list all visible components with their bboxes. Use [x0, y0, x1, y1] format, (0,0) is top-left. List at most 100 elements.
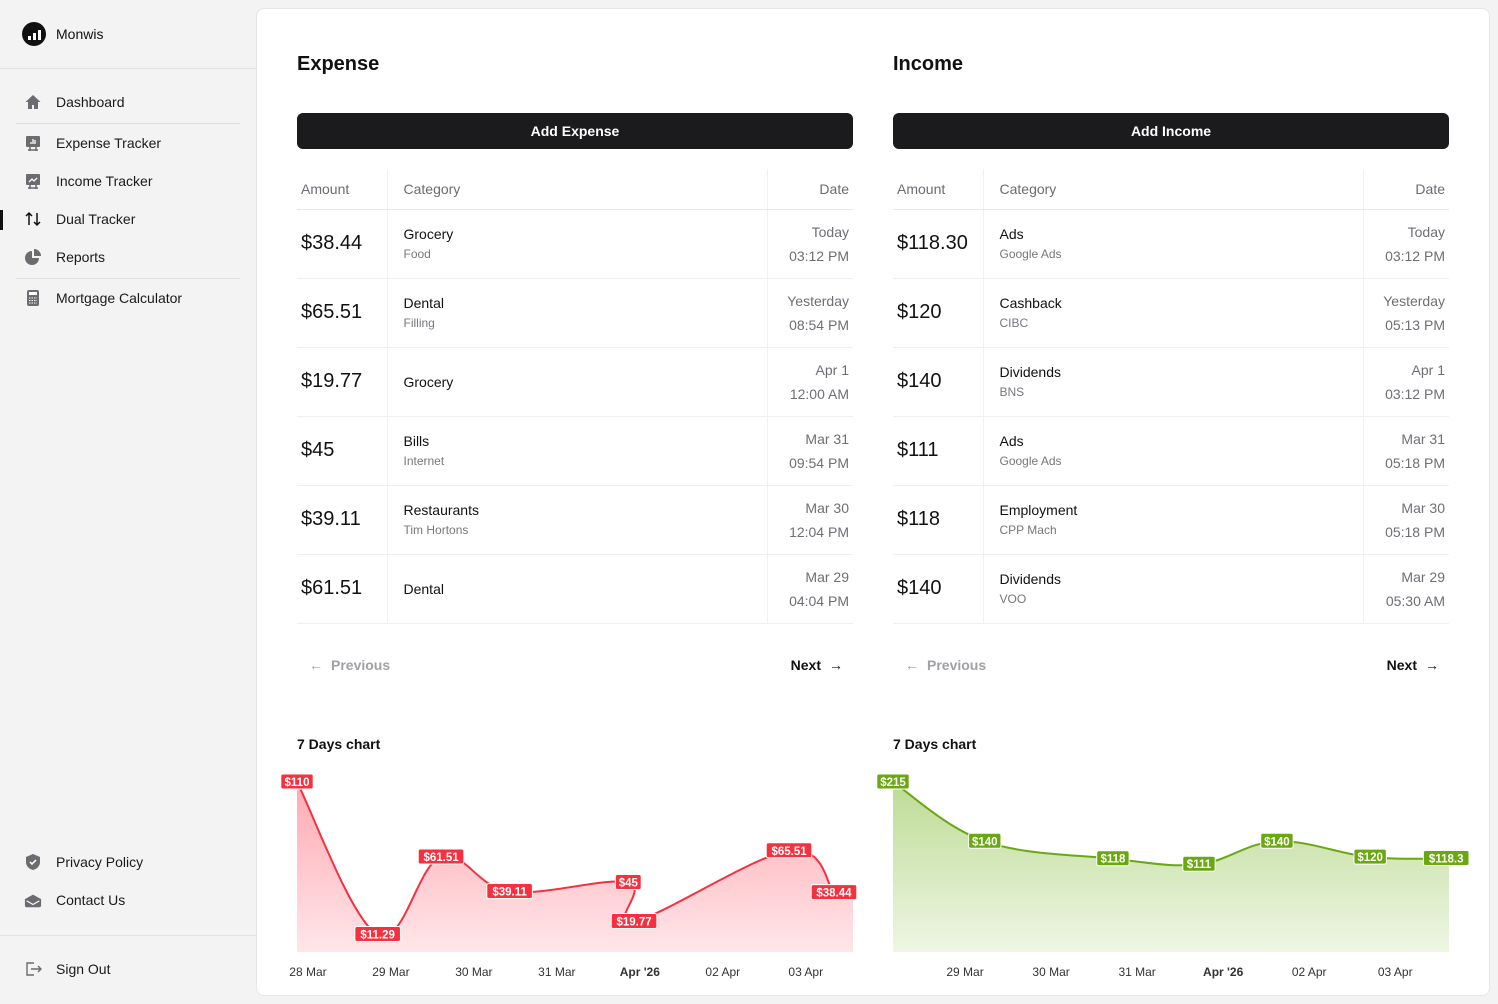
data-label: $38.44: [816, 888, 852, 900]
data-label: $215: [880, 777, 906, 789]
brand[interactable]: Monwis: [22, 22, 103, 46]
category-cell: Grocery Food: [387, 209, 768, 279]
arrows-up-down-icon: [24, 210, 42, 228]
date-cell: Mar 31 05:18 PM: [1363, 416, 1449, 486]
data-point[interactable]: $140: [968, 832, 1002, 849]
data-point[interactable]: $120: [1353, 848, 1387, 865]
arrow-right-icon: →: [1425, 657, 1439, 673]
table-row[interactable]: $118.30 Ads Google Ads Today 03:12 PM: [893, 209, 1449, 279]
chart-area: [297, 782, 853, 952]
sidebar-item-dashboard[interactable]: Dashboard: [24, 93, 125, 111]
x-tick-label: 30 Mar: [1032, 965, 1069, 979]
income-table: Amount Category Date $118.30 Ads Google A…: [893, 169, 1449, 624]
sidebar-item-label: Dual Tracker: [56, 211, 136, 227]
data-point[interactable]: $118: [1096, 850, 1130, 867]
data-point[interactable]: $61.51: [417, 848, 465, 865]
date: Mar 31: [1401, 430, 1445, 447]
sign-out-button[interactable]: Sign Out: [24, 960, 110, 978]
table-header: Amount Category Date: [297, 169, 853, 210]
table-row[interactable]: $45 Bills Internet Mar 31 09:54 PM: [297, 416, 853, 486]
category: Bills: [403, 433, 430, 449]
date: Today: [811, 223, 849, 240]
data-label: $61.51: [423, 852, 459, 864]
time: 05:13 PM: [1385, 316, 1445, 333]
table-header: Amount Category Date: [893, 169, 1449, 210]
next-button[interactable]: Next →: [1387, 657, 1439, 673]
next-button[interactable]: Next →: [791, 657, 843, 673]
date: Apr 1: [815, 361, 849, 378]
sidebar-item-mortgage-calculator[interactable]: Mortgage Calculator: [24, 289, 182, 307]
data-label: $140: [972, 836, 998, 848]
sidebar-item-dual-tracker[interactable]: Dual Tracker: [24, 210, 135, 228]
category: Grocery: [403, 226, 454, 242]
data-point[interactable]: $118.3: [1422, 849, 1470, 866]
date: Mar 30: [805, 499, 849, 516]
chart-area: [893, 782, 1449, 952]
arrow-right-icon: →: [829, 657, 843, 673]
line-chart-board-icon: [24, 172, 42, 190]
sidebar-item-expense-tracker[interactable]: Expense Tracker: [24, 134, 161, 152]
category-cell: Cashback CIBC: [983, 278, 1364, 348]
table-row[interactable]: $120 Cashback CIBC Yesterday 05:13 PM: [893, 278, 1449, 348]
sidebar-item-contact-us[interactable]: Contact Us: [24, 891, 125, 909]
category: Dividends: [999, 364, 1061, 380]
data-point[interactable]: $110: [280, 773, 314, 790]
data-point[interactable]: $45: [614, 873, 642, 890]
x-tick-label: Apr '26: [1203, 965, 1244, 979]
previous-button[interactable]: ← Previous: [905, 657, 986, 673]
category: Dental: [403, 295, 444, 311]
data-label: $39.11: [492, 887, 527, 899]
data-label-box: [968, 832, 1002, 849]
table-row[interactable]: $38.44 Grocery Food Today 03:12 PM: [297, 209, 853, 279]
category-cell: Ads Google Ads: [983, 416, 1364, 486]
date: Mar 31: [805, 430, 849, 447]
add-income-button[interactable]: Add Income: [893, 113, 1449, 149]
table-row[interactable]: $140 Dividends VOO Mar 29 05:30 AM: [893, 554, 1449, 624]
time: 12:00 AM: [789, 385, 849, 402]
data-point[interactable]: $11.29: [354, 926, 401, 943]
sidebar-item-privacy-policy[interactable]: Privacy Policy: [24, 853, 143, 871]
date-cell: Mar 30 12:04 PM: [767, 485, 853, 555]
data-point[interactable]: $19.77: [610, 912, 658, 929]
time: 05:18 PM: [1385, 523, 1445, 540]
x-tick-label: 02 Apr: [705, 965, 740, 979]
subcategory: Food: [403, 247, 431, 261]
time: 09:54 PM: [789, 454, 849, 471]
table-row[interactable]: $111 Ads Google Ads Mar 31 05:18 PM: [893, 416, 1449, 486]
sidebar-item-reports[interactable]: Reports: [24, 248, 105, 266]
data-point[interactable]: $39.11: [486, 883, 533, 900]
sidebar-item-income-tracker[interactable]: Income Tracker: [24, 172, 152, 190]
amount: $118: [893, 485, 984, 555]
amount: $118.30: [893, 209, 984, 279]
divider: [0, 68, 256, 69]
date: Yesterday: [787, 292, 849, 309]
home-icon: [24, 93, 42, 111]
data-point[interactable]: $111: [1182, 855, 1216, 872]
data-point[interactable]: $38.44: [810, 884, 858, 901]
sidebar-item-label: Reports: [56, 249, 106, 265]
table-row[interactable]: $39.11 Restaurants Tim Hortons Mar 30 12:0…: [297, 485, 853, 555]
previous-button[interactable]: ← Previous: [309, 657, 390, 673]
category-cell: Employment CPP Mach: [983, 485, 1364, 555]
divider: [16, 123, 240, 124]
date-cell: Today 03:12 PM: [1363, 209, 1449, 279]
data-point[interactable]: $215: [876, 773, 910, 790]
table-row[interactable]: $61.51 Dental Mar 29 04:04 PM: [297, 554, 853, 624]
subcategory: BNS: [999, 385, 1025, 399]
add-expense-button[interactable]: Add Expense: [297, 113, 853, 149]
data-label-box: [1422, 849, 1470, 866]
table-row[interactable]: $118 Employment CPP Mach Mar 30 05:18 PM: [893, 485, 1449, 555]
table-row[interactable]: $19.77 Grocery Apr 1 12:00 AM: [297, 347, 853, 417]
data-point[interactable]: $140: [1260, 832, 1294, 849]
time: 12:04 PM: [789, 523, 849, 540]
date-cell: Mar 30 05:18 PM: [1363, 485, 1449, 555]
x-tick-label: 31 Mar: [1118, 965, 1155, 979]
data-point[interactable]: $65.51: [765, 842, 813, 859]
table-row[interactable]: $140 Dividends BNS Apr 1 03:12 PM: [893, 347, 1449, 417]
active-indicator: [0, 210, 3, 230]
date-cell: Apr 1 12:00 AM: [767, 347, 853, 417]
x-tick-label: 03 Apr: [788, 965, 823, 979]
category: Dividends: [999, 571, 1061, 587]
table-row[interactable]: $65.51 Dental Filling Yesterday 08:54 PM: [297, 278, 853, 348]
data-label-box: [765, 842, 813, 859]
